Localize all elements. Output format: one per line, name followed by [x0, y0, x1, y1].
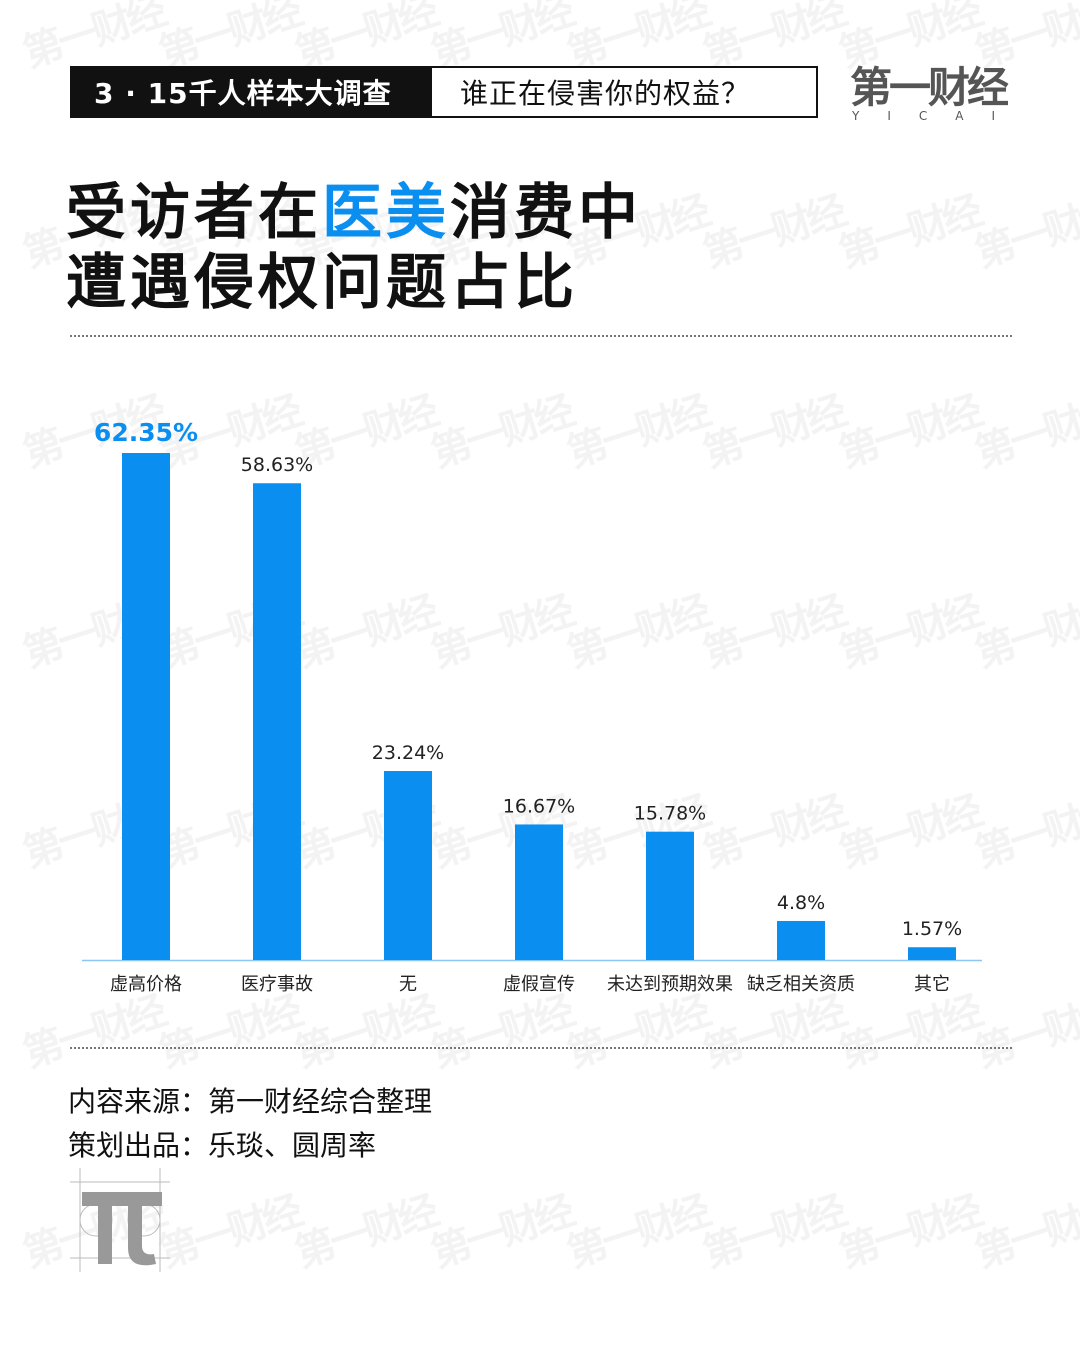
x-tick-label: 医疗事故 [241, 974, 313, 995]
logo-sub: YICAI [852, 109, 1023, 123]
data-label: 62.35% [94, 418, 198, 447]
x-tick-label: 其它 [914, 974, 950, 995]
divider-top [70, 335, 1012, 337]
source-credit: 内容来源：第一财经综合整理 [68, 1085, 433, 1118]
bar [384, 771, 432, 960]
data-label: 4.8% [777, 892, 825, 914]
data-label: 1.57% [902, 918, 962, 940]
bar [122, 453, 170, 960]
x-tick-label: 虚假宣传 [503, 974, 575, 995]
data-label: 23.24% [372, 742, 444, 764]
data-label: 15.78% [634, 803, 706, 825]
title-line-2: 遭遇侵权问题占比 [66, 248, 578, 318]
watermark-text: 第一财经 [151, 1179, 306, 1279]
title-highlight: 医美 [322, 178, 450, 248]
header-banner: 3 · 15千人样本大调查 谁正在侵害你的权益？ [70, 66, 818, 118]
pi-logo-icon [70, 1168, 170, 1272]
title-suffix: 消费中 [450, 178, 642, 248]
producer-credit: 策划出品：乐琰、圆周率 [68, 1129, 377, 1162]
x-tick-label: 虚高价格 [110, 974, 182, 995]
x-tick-label: 无 [399, 974, 417, 995]
watermark-text: 第一财经 [967, 1179, 1080, 1279]
x-tick-label: 缺乏相关资质 [747, 974, 855, 995]
series-label: 3 · 15千人样本大调查 [72, 68, 432, 116]
header-question: 谁正在侵害你的权益？ [432, 68, 816, 116]
watermark-text: 第一财经 [287, 1179, 442, 1279]
bar [908, 947, 956, 960]
data-label: 58.63% [241, 454, 313, 476]
bar [777, 920, 825, 960]
watermark-text: 第一财经 [695, 1179, 850, 1279]
logo-text: 第一财经 [850, 63, 1009, 112]
x-tick-label: 未达到预期效果 [607, 974, 733, 995]
bar-chart: 62.35% 虚高价格 58.63% 医疗事故 23.24% 无 16.67% 虚假宣传 15.… [82, 418, 982, 995]
watermark-text: 第一财经 [423, 1179, 578, 1279]
watermark-text: 第一财经 [559, 1179, 714, 1279]
page-title: 受访者在医美消费中 遭遇侵权问题占比 [66, 178, 642, 318]
divider-bottom [70, 1047, 1012, 1049]
watermark-text: 第一财经 [831, 1179, 986, 1279]
bar [646, 831, 694, 960]
title-prefix: 受访者在 [66, 178, 322, 248]
yicai-logo: 第一财经 YICAI [850, 63, 1023, 123]
title-line-1: 受访者在医美消费中 [66, 178, 642, 248]
footer: 内容来源：第一财经综合整理 策划出品：乐琰、圆周率 [68, 1080, 432, 1168]
bar [253, 483, 301, 960]
data-label: 16.67% [503, 795, 575, 817]
bar [515, 824, 563, 960]
